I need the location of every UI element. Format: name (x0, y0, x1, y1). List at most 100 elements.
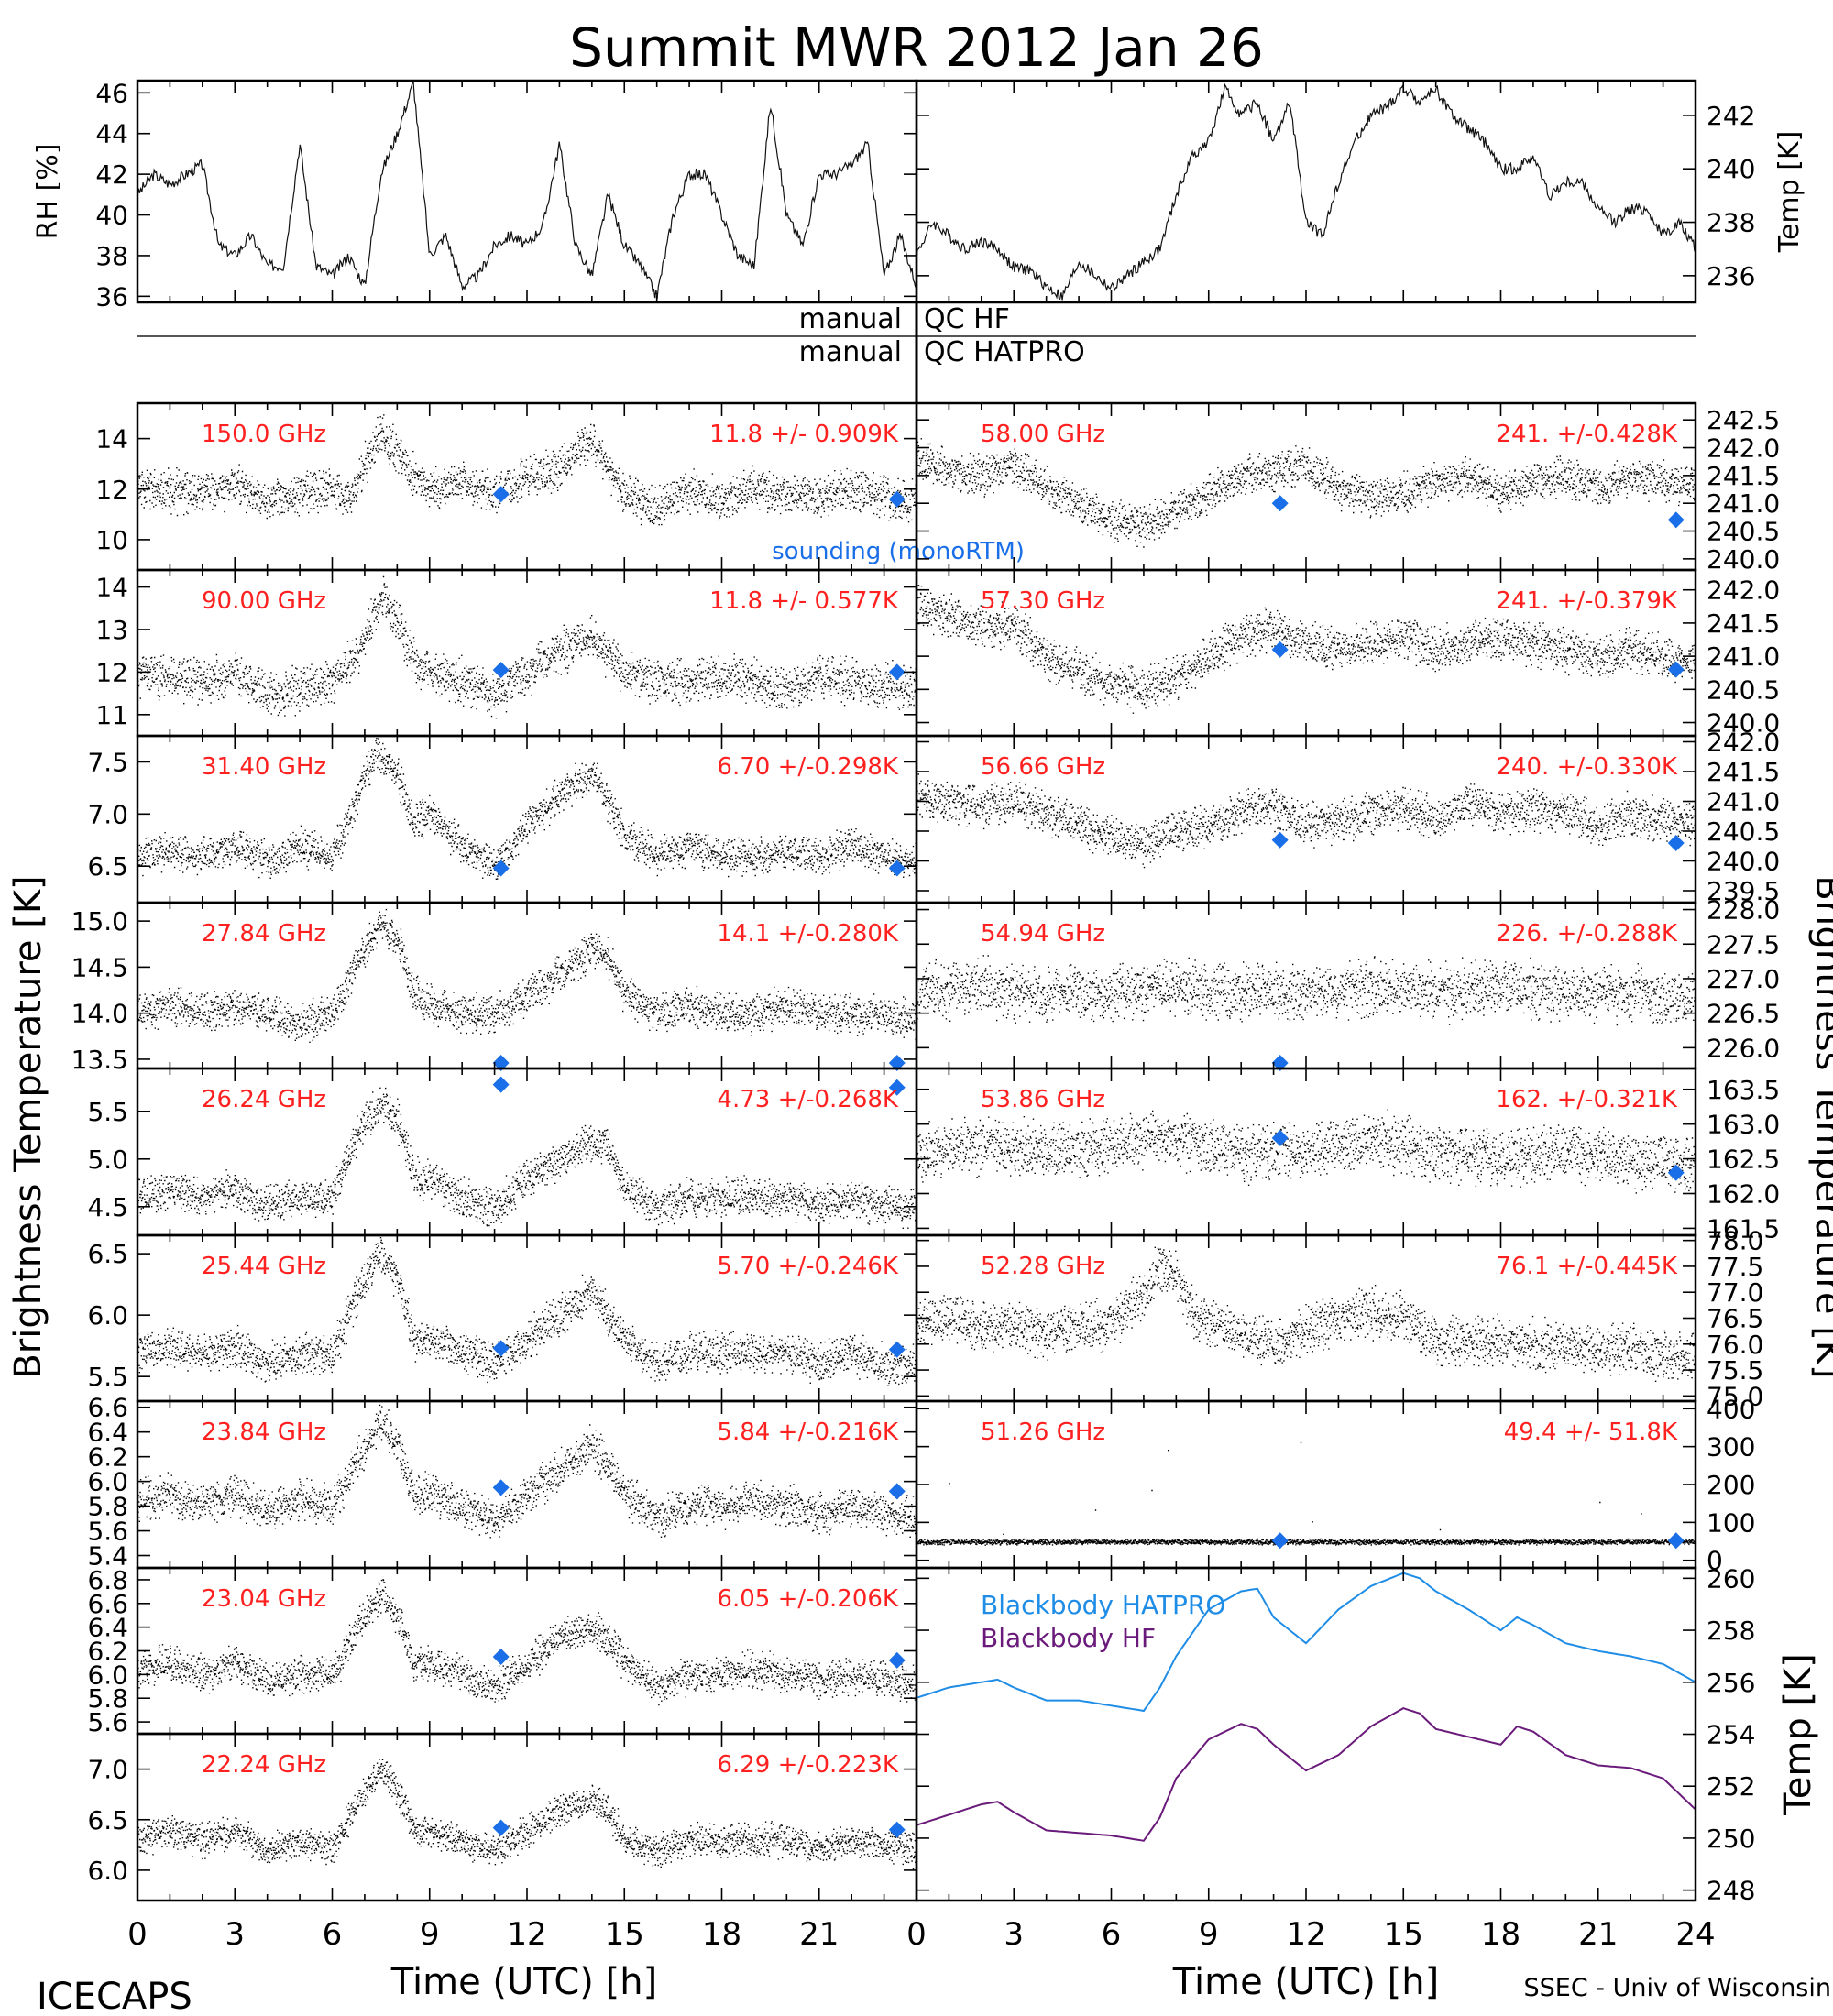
y-tick-label: 300 (1707, 1432, 1755, 1463)
y-tick-label: 227.0 (1707, 964, 1780, 994)
channel-frequency-label: 57.30 GHz (981, 587, 1105, 615)
y-tick-label: 242.5 (1707, 405, 1780, 435)
y-tick-label: 236 (1707, 261, 1755, 291)
qc-hf-label: QC HF (924, 303, 1010, 335)
y-tick-label: 241.5 (1707, 608, 1780, 639)
y-tick-label: 6.5 (87, 851, 128, 882)
scatter-points-ch_5494 (916, 955, 1697, 1032)
sounding-marker (1667, 1164, 1685, 1181)
sounding-legend: sounding (monoRTM) (772, 538, 1025, 565)
x-axis-label-left: Time (UTC) [h] (390, 1961, 657, 2003)
x-tick-label: 15 (1384, 1916, 1423, 1953)
y-tick-label: 5.5 (87, 1097, 128, 1127)
y-tick-label: 242.0 (1707, 433, 1780, 464)
brightness-y-label: Brightness Temperature [K] (7, 875, 49, 1378)
y-tick-label: 38 (95, 241, 128, 271)
blackbody-y-label: Temp [K] (1777, 1653, 1819, 1816)
y-tick-label: 240.5 (1707, 816, 1780, 847)
channel-frequency-label: 90.00 GHz (202, 587, 326, 615)
y-tick-label: 12 (95, 657, 128, 687)
y-tick-label: 5.0 (87, 1145, 128, 1175)
channel-stats-label: 241. +/-0.379K (1496, 587, 1678, 615)
y-tick-label: 6.0 (87, 1660, 128, 1690)
footer-left: ICECAPS (37, 1976, 192, 2016)
x-tick-label: 18 (1481, 1916, 1520, 1953)
decor-layer: manual QC HF manual QC HATPRO Brightness… (7, 302, 1833, 2016)
temp-y-label: Temp [K] (1773, 131, 1806, 254)
y-tick-label: 200 (1707, 1470, 1755, 1500)
y-tick-label: 100 (1707, 1507, 1755, 1538)
scatter-points-ch_5666 (916, 773, 1697, 869)
x-tick-label: 24 (1675, 1916, 1715, 1953)
channel-frequency-label: 52.28 GHz (981, 1253, 1105, 1280)
channel-frequency-label: 51.26 GHz (981, 1419, 1105, 1446)
x-tick-label: 0 (906, 1916, 927, 1953)
series-line-hatpro (916, 1572, 1696, 1713)
sounding-marker (1667, 1532, 1685, 1550)
y-tick-label: 260 (1707, 1563, 1755, 1594)
channel-frequency-label: 23.04 GHz (202, 1585, 326, 1613)
y-tick-label: 248 (1707, 1876, 1755, 1906)
y-tick-label: 5.6 (87, 1517, 128, 1547)
x-axis-label-right: Time (UTC) [h] (1172, 1961, 1439, 2003)
channel-stats-label: 76.1 +/-0.445K (1496, 1253, 1678, 1280)
panel-ch_9000: 90.00 GHz 11.8 +/- 0.577K 11 12 13 14 (95, 568, 918, 738)
x-tick-label: 9 (420, 1916, 440, 1953)
x-tick-label: 18 (702, 1916, 741, 1953)
rh-y-label: RH [%] (32, 144, 64, 240)
channel-frequency-label: 56.66 GHz (981, 753, 1105, 781)
footer-right: SSEC - Univ of Wisconsin (1524, 1974, 1831, 2002)
y-tick-label: 14.0 (71, 999, 128, 1029)
y-tick-label: 400 (1707, 1394, 1755, 1424)
y-tick-label: 161.5 (1707, 1213, 1780, 1244)
scatter-points-ch_9000 (137, 575, 918, 719)
sounding-marker (888, 1483, 906, 1500)
channel-frequency-label: 31.40 GHz (202, 753, 326, 781)
y-tick-label: 241.5 (1707, 757, 1780, 787)
y-tick-label: 36 (95, 281, 128, 312)
y-tick-label: 6.2 (87, 1637, 128, 1667)
x-tick-label: 12 (1286, 1916, 1325, 1953)
y-tick-label: 163.0 (1707, 1110, 1780, 1140)
sounding-marker (492, 1648, 510, 1665)
y-tick-label: 40 (95, 201, 128, 231)
y-tick-label: 254 (1707, 1720, 1755, 1750)
y-tick-label: 14 (95, 573, 128, 603)
y-tick-label: 241.5 (1707, 461, 1780, 491)
y-tick-label: 13.5 (71, 1045, 128, 1075)
y-tick-label: 5.6 (87, 1707, 128, 1737)
x-tick-label: 3 (1004, 1916, 1024, 1953)
channel-frequency-label: 22.24 GHz (202, 1751, 326, 1779)
channel-stats-label: 240. +/-0.330K (1496, 753, 1678, 781)
y-tick-label: 75.0 (1707, 1381, 1763, 1411)
channel-stats-label: 6.29 +/-0.223K (717, 1751, 899, 1779)
panel-ch_5228: 52.28 GHz 76.1 +/-0.445K75.075.576.076.57… (915, 1226, 1763, 1411)
y-tick-label: 240 (1707, 154, 1755, 184)
channel-stats-label: 49.4 +/- 51.8K (1504, 1419, 1678, 1446)
channel-stats-label: 226. +/-0.288K (1496, 920, 1678, 948)
y-tick-label: 7.5 (87, 747, 128, 777)
x-tick-label: 12 (507, 1916, 546, 1953)
channel-stats-label: 6.05 +/-0.206K (717, 1585, 899, 1613)
channel-frequency-label: 54.94 GHz (981, 920, 1105, 948)
series-line-hf (916, 1707, 1696, 1842)
channel-frequency-label: 53.86 GHz (981, 1086, 1105, 1113)
x-tick-label: 0 (127, 1916, 148, 1953)
y-tick-label: 227.5 (1707, 929, 1780, 959)
scatter-points-ch_2784 (137, 908, 918, 1043)
panel-ch_2304: 23.04 GHz 6.05 +/-0.206K5.65.86.06.26.46.… (87, 1565, 918, 1737)
y-tick-label: 240.5 (1707, 517, 1780, 547)
sounding-marker (492, 1076, 510, 1093)
panel-ch_3140: 31.40 GHz 6.70 +/-0.298K 6.5 7.0 7.5 (87, 734, 918, 904)
sounding-marker (1271, 495, 1289, 512)
series-line-air_temp (916, 82, 1696, 301)
y-tick-label: 6.5 (87, 1805, 128, 1835)
y-tick-label: 226.0 (1707, 1033, 1780, 1063)
sounding-marker (492, 860, 510, 877)
y-tick-label: 13 (95, 615, 128, 645)
channel-stats-label: 6.70 +/-0.298K (717, 753, 899, 781)
x-tick-label: 9 (1199, 1916, 1219, 1953)
sounding-marker (1271, 1055, 1289, 1071)
sounding-marker (492, 486, 510, 503)
